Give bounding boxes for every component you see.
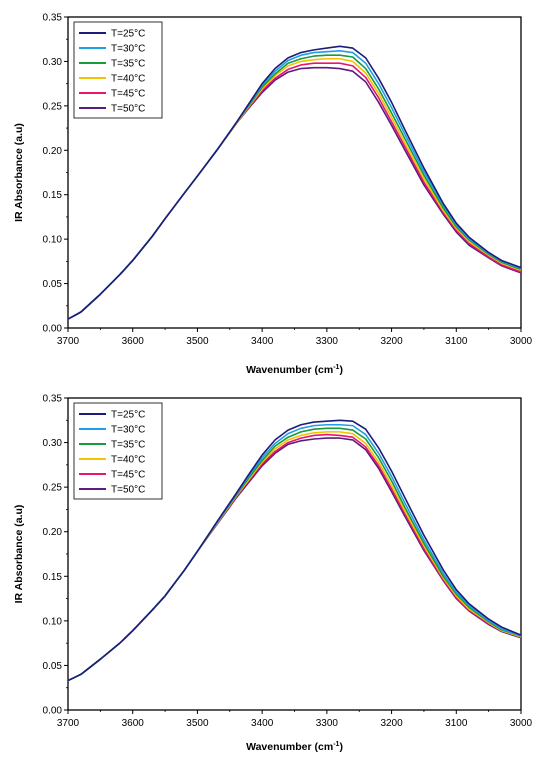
x-tick-label: 3500 bbox=[186, 718, 209, 729]
x-tick-label: 3400 bbox=[251, 718, 274, 729]
legend-label: T=40°C bbox=[111, 74, 145, 85]
x-tick-label: 3300 bbox=[316, 336, 339, 347]
y-tick-label: 0.25 bbox=[43, 101, 63, 112]
x-tick-label: 3700 bbox=[57, 336, 80, 347]
y-tick-label: 0.00 bbox=[43, 706, 63, 717]
legend-label: T=35°C bbox=[111, 59, 145, 70]
legend-label: T=30°C bbox=[111, 425, 145, 436]
y-axis-title: IR Absorbance (a.u) bbox=[13, 123, 25, 222]
x-tick-label: 3600 bbox=[122, 336, 145, 347]
x-axis-title-superscript: -1 bbox=[333, 741, 339, 748]
series-group bbox=[68, 45, 521, 320]
x-axis-title: Wavenumber (cm-1) bbox=[246, 741, 343, 753]
y-tick-label: 0.10 bbox=[43, 235, 63, 246]
legend-label: T=50°C bbox=[111, 104, 145, 115]
legend-label: T=25°C bbox=[111, 410, 145, 421]
legend-label: T=40°C bbox=[111, 455, 145, 466]
x-tick-label: 3000 bbox=[510, 336, 533, 347]
x-axis-title-close: ) bbox=[339, 741, 343, 753]
series-line-25c bbox=[68, 45, 521, 320]
legend: T=25°C T=30°C T=35°C T=40°C T=45°C T=50°C bbox=[73, 402, 163, 500]
y-tick-label: 0.20 bbox=[43, 146, 63, 157]
y-tick-label: 0.15 bbox=[43, 572, 63, 583]
series-group bbox=[68, 419, 521, 682]
y-tick-label: 0.15 bbox=[43, 190, 63, 201]
legend: T=25°C T=30°C T=35°C T=40°C T=45°C T=50°C bbox=[73, 21, 163, 119]
x-tick-label: 3100 bbox=[445, 336, 468, 347]
y-tick-label: 0.20 bbox=[43, 527, 63, 538]
y-tick-label: 0.05 bbox=[43, 279, 63, 290]
y-tick-label: 0.25 bbox=[43, 483, 63, 494]
x-axis-title-main: Wavenumber (cm bbox=[246, 364, 333, 376]
x-tick-label: 3500 bbox=[186, 336, 209, 347]
x-tick-label: 3200 bbox=[380, 336, 403, 347]
x-tick-label: 3000 bbox=[510, 718, 533, 729]
y-axis-title: IR Absorbance (a.u) bbox=[13, 505, 25, 604]
y-tick-label: 0.35 bbox=[43, 394, 63, 405]
legend-label: T=50°C bbox=[111, 485, 145, 496]
legend-box bbox=[73, 402, 163, 500]
y-tick-label: 0.05 bbox=[43, 661, 63, 672]
legend-label: T=45°C bbox=[111, 89, 145, 100]
y-tick-label: 0.30 bbox=[43, 57, 63, 68]
legend-label: T=45°C bbox=[111, 470, 145, 481]
legend-label: T=25°C bbox=[111, 29, 145, 40]
x-tick-label: 3700 bbox=[57, 718, 80, 729]
y-tick-label: 0.10 bbox=[43, 616, 63, 627]
x-axis-title-main: Wavenumber (cm bbox=[246, 741, 333, 753]
y-tick-label: 0.00 bbox=[43, 324, 63, 335]
chart-panel-1: 0.00 0.05 0.10 0.15 0.20 0.25 0.30 0.35 3700 3600… bbox=[13, 13, 533, 377]
x-axis-title: Wavenumber (cm-1) bbox=[246, 364, 343, 376]
x-axis-title-superscript: -1 bbox=[333, 364, 339, 371]
legend-box bbox=[73, 21, 163, 119]
legend-label: T=35°C bbox=[111, 440, 145, 451]
chart-panel-2: 0.00 0.05 0.10 0.15 0.20 0.25 0.30 0.35 3700 3600… bbox=[13, 394, 533, 754]
x-tick-label: 3400 bbox=[251, 336, 274, 347]
x-tick-label: 3600 bbox=[122, 718, 145, 729]
x-tick-label: 3200 bbox=[380, 718, 403, 729]
y-tick-label: 0.30 bbox=[43, 438, 63, 449]
x-tick-label: 3100 bbox=[445, 718, 468, 729]
series-line-25c bbox=[68, 419, 521, 682]
legend-label: T=30°C bbox=[111, 44, 145, 55]
x-tick-label: 3300 bbox=[316, 718, 339, 729]
y-tick-label: 0.35 bbox=[43, 13, 63, 24]
x-axis-title-close: ) bbox=[339, 364, 343, 376]
